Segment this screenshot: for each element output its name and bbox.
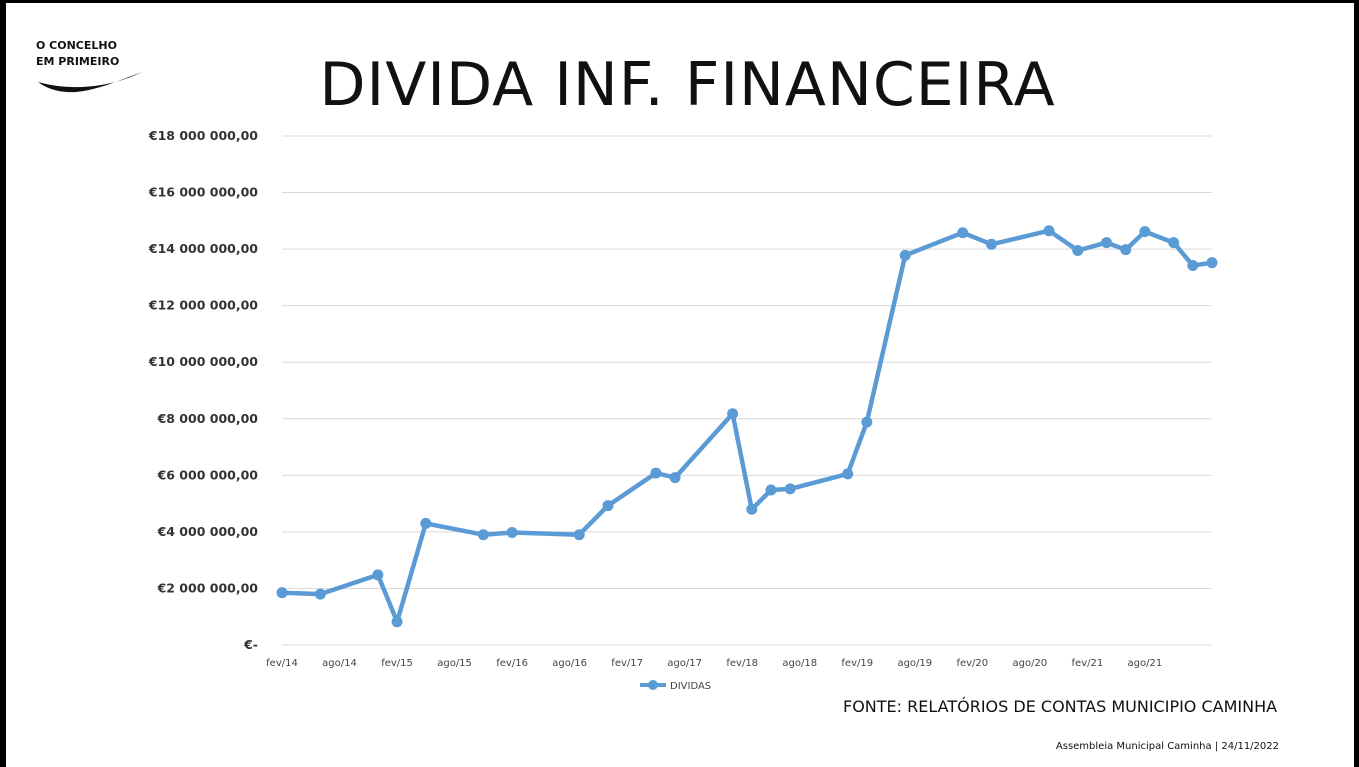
y-tick-label: €4 000 000,00 — [157, 524, 259, 539]
frame-right — [1354, 0, 1359, 767]
x-tick-label: ago/15 — [437, 658, 472, 669]
y-tick-label: €10 000 000,00 — [148, 354, 258, 369]
data-point — [765, 484, 777, 496]
data-point — [1139, 226, 1151, 238]
x-tick-label: ago/16 — [552, 658, 587, 669]
y-tick-label: €8 000 000,00 — [157, 411, 259, 426]
y-tick-label: €18 000 000,00 — [148, 128, 258, 143]
y-tick-label: €6 000 000,00 — [157, 467, 259, 482]
x-tick-label: ago/17 — [667, 658, 702, 669]
y-tick-label: €16 000 000,00 — [148, 185, 258, 200]
brush-stroke-icon — [38, 72, 142, 93]
data-point — [861, 416, 873, 428]
data-point — [1101, 237, 1113, 249]
footer-note: Assembleia Municipal Caminha | 24/11/202… — [1055, 741, 1279, 752]
data-point — [842, 468, 854, 480]
data-point — [669, 472, 681, 484]
y-tick-label: €12 000 000,00 — [148, 298, 258, 313]
x-tick-label: fev/16 — [496, 658, 528, 669]
y-tick-label: €- — [243, 637, 258, 652]
data-point — [1168, 237, 1180, 249]
legend-label: DIVIDAS — [670, 681, 711, 692]
x-tick-label: ago/21 — [1128, 658, 1163, 669]
data-point — [391, 616, 403, 628]
data-point — [1043, 225, 1055, 237]
data-point — [477, 529, 489, 541]
x-tick-label: fev/20 — [956, 658, 988, 669]
grid-lines — [282, 135, 1212, 646]
data-point — [372, 569, 384, 581]
brand-line-1: O CONCELHO — [36, 39, 117, 52]
x-tick-label: fev/14 — [266, 658, 298, 669]
data-point — [899, 249, 911, 261]
data-point — [727, 408, 739, 420]
x-tick-label: fev/21 — [1072, 658, 1104, 669]
y-tick-label: €2 000 000,00 — [157, 580, 259, 595]
x-tick-label: fev/17 — [611, 658, 643, 669]
x-tick-label: fev/15 — [381, 658, 413, 669]
x-tick-label: fev/18 — [726, 658, 758, 669]
brand-line-2: EM PRIMEIRO — [36, 55, 120, 68]
x-tick-label: ago/19 — [897, 658, 932, 669]
data-point — [1187, 260, 1199, 272]
data-point — [985, 238, 997, 250]
data-point — [276, 587, 288, 599]
data-point — [506, 526, 518, 538]
slide-title: DIVIDA INF. FINANCEIRA — [319, 50, 1056, 120]
data-point — [314, 588, 326, 600]
data-point — [650, 467, 662, 479]
data-point — [784, 483, 796, 495]
data-point — [1120, 244, 1132, 256]
x-tick-label: fev/19 — [841, 658, 873, 669]
y-tick-label: €14 000 000,00 — [148, 241, 258, 256]
data-point — [1072, 245, 1084, 257]
plot-area — [276, 225, 1218, 628]
y-axis-ticks: €- €2 000 000,00 €4 000 000,00 €6 000 000,0… — [148, 128, 258, 652]
series-line — [279, 228, 1215, 625]
brand-logo: O CONCELHO EM PRIMEIRO — [36, 38, 146, 98]
x-tick-label: ago/14 — [322, 658, 357, 669]
frame-top — [0, 0, 1359, 3]
x-tick-label: ago/20 — [1012, 658, 1047, 669]
x-tick-label: ago/18 — [782, 658, 817, 669]
x-axis-ticks: fev/14 ago/14 fev/15 ago/15 fev/16 ago/16 fev/… — [266, 658, 1162, 669]
data-point — [602, 500, 614, 512]
data-point — [573, 529, 585, 541]
frame-left — [0, 0, 6, 767]
source-note: FONTE: RELATÓRIOS DE CONTAS MUNICIPIO CA… — [843, 697, 1278, 716]
data-point — [957, 227, 969, 239]
data-point — [420, 517, 432, 529]
data-point — [1206, 257, 1218, 269]
legend: DIVIDAS — [640, 680, 711, 692]
data-point — [746, 503, 758, 515]
legend-swatch-marker — [648, 680, 658, 690]
